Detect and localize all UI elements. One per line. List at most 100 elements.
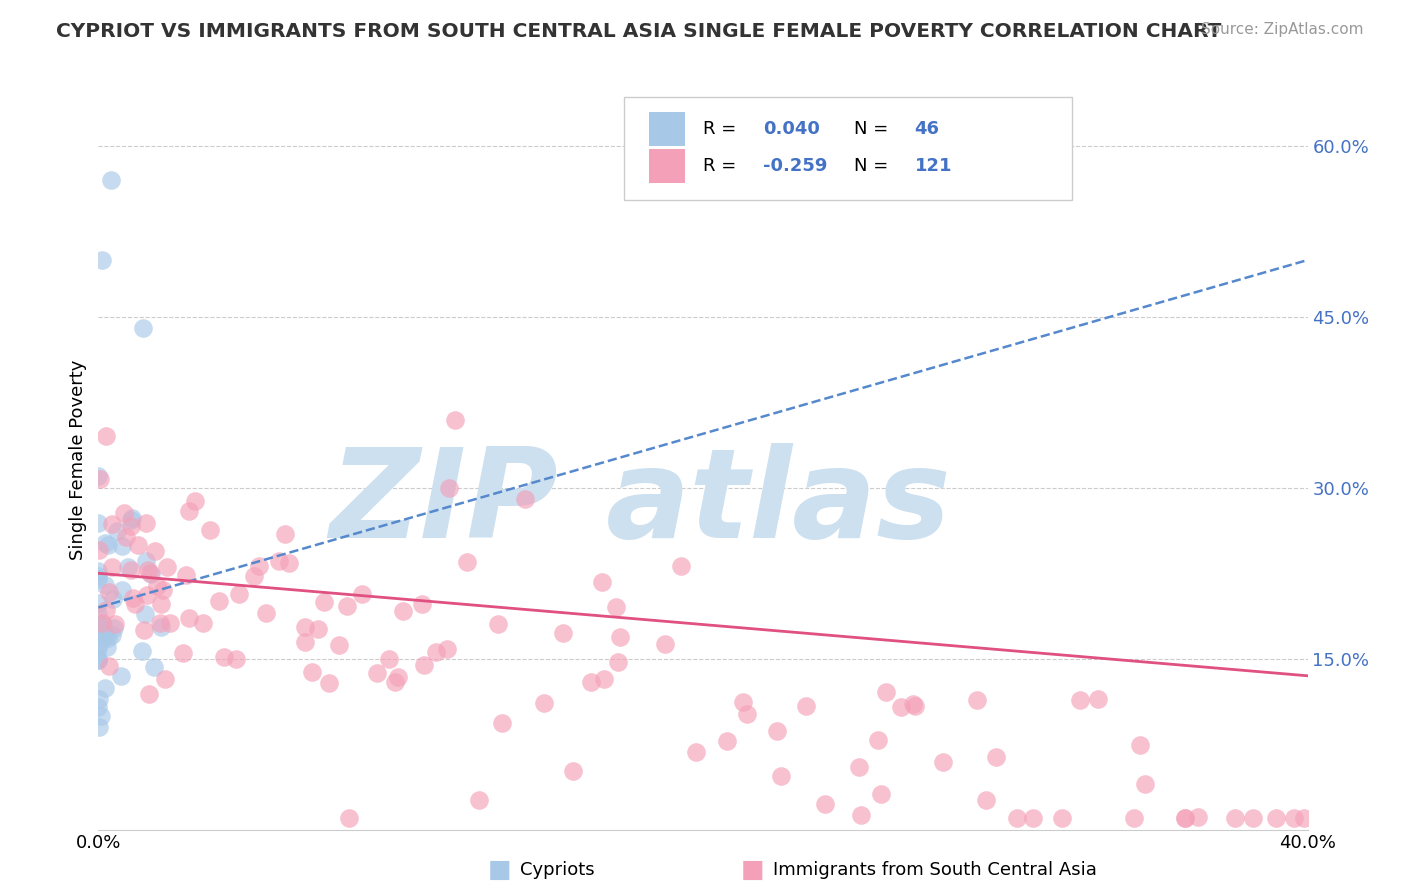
Point	[562, 764, 585, 778]
Text: atlas: atlas	[606, 443, 952, 565]
Point	[91, 622, 114, 636]
Point	[143, 543, 166, 558]
Point	[901, 697, 924, 711]
Point	[269, 554, 291, 568]
Point	[134, 607, 156, 621]
Text: R =: R =	[703, 120, 742, 138]
Point	[87, 652, 110, 666]
Point	[87, 640, 110, 654]
Point	[134, 624, 156, 638]
Y-axis label: Single Female Poverty: Single Female Poverty	[69, 359, 87, 559]
Point	[765, 724, 787, 739]
Point	[87, 469, 110, 483]
Text: CYPRIOT VS IMMIGRANTS FROM SOUTH CENTRAL ASIA SINGLE FEMALE POVERTY CORRELATION : CYPRIOT VS IMMIGRANTS FROM SOUTH CENTRAL…	[56, 22, 1222, 41]
Point	[101, 560, 124, 574]
Point	[97, 538, 120, 552]
Point	[120, 513, 142, 527]
Text: R =: R =	[703, 157, 742, 175]
Point	[156, 560, 179, 574]
Point	[87, 653, 110, 667]
Point	[350, 586, 373, 600]
Point	[120, 519, 142, 533]
Point	[97, 631, 120, 645]
Point	[274, 527, 297, 541]
Point	[87, 640, 110, 655]
Point	[984, 749, 1007, 764]
Point	[87, 569, 110, 583]
Point	[609, 630, 631, 644]
Point	[851, 808, 873, 822]
Point	[443, 412, 465, 426]
Point	[110, 582, 132, 597]
Point	[139, 566, 162, 581]
Point	[155, 672, 177, 686]
Point	[90, 708, 112, 723]
Text: 46: 46	[915, 120, 939, 138]
Point	[112, 506, 135, 520]
Point	[411, 598, 433, 612]
Point	[813, 797, 835, 812]
FancyBboxPatch shape	[648, 149, 685, 183]
Point	[654, 637, 676, 651]
Point	[191, 615, 214, 630]
Point	[1122, 811, 1144, 825]
Point	[312, 595, 335, 609]
Point	[225, 651, 247, 665]
Point	[794, 699, 817, 714]
Point	[198, 523, 221, 537]
Point	[90, 615, 112, 630]
Point	[1174, 811, 1197, 825]
Point	[1225, 811, 1247, 825]
Point	[254, 606, 277, 620]
Point	[294, 635, 316, 649]
Point	[671, 558, 693, 573]
Point	[149, 615, 172, 630]
Point	[96, 603, 118, 617]
Point	[104, 617, 127, 632]
Point	[87, 617, 110, 632]
Text: ■: ■	[488, 858, 510, 881]
Point	[93, 578, 115, 592]
Point	[328, 639, 350, 653]
Point	[243, 569, 266, 583]
Point	[770, 769, 793, 783]
Point	[103, 621, 125, 635]
Point	[159, 616, 181, 631]
Point	[87, 516, 110, 530]
Point	[607, 655, 630, 669]
Text: Source: ZipAtlas.com: Source: ZipAtlas.com	[1201, 22, 1364, 37]
Point	[87, 720, 110, 734]
Text: 121: 121	[915, 157, 952, 175]
Point	[366, 666, 388, 681]
Point	[101, 628, 124, 642]
Point	[87, 607, 110, 621]
Point	[94, 681, 117, 695]
Point	[581, 674, 603, 689]
Point	[1129, 738, 1152, 752]
Point	[425, 645, 447, 659]
Point	[100, 173, 122, 187]
Point	[1007, 811, 1029, 825]
Point	[1187, 810, 1209, 824]
Point	[932, 756, 955, 770]
Point	[591, 575, 613, 590]
Point	[135, 516, 157, 530]
Point	[318, 676, 340, 690]
Point	[101, 516, 124, 531]
Point	[228, 587, 250, 601]
Text: 0.040: 0.040	[763, 120, 820, 138]
Point	[143, 660, 166, 674]
Point	[1265, 811, 1288, 825]
Point	[1022, 811, 1045, 825]
Point	[875, 684, 897, 698]
Point	[179, 504, 201, 518]
Point	[135, 588, 157, 602]
Point	[177, 611, 200, 625]
Point	[1050, 811, 1073, 825]
Point	[97, 585, 120, 599]
Point	[716, 733, 738, 747]
Point	[174, 567, 197, 582]
Text: ■: ■	[741, 858, 763, 881]
Point	[869, 787, 891, 801]
Point	[87, 565, 110, 579]
